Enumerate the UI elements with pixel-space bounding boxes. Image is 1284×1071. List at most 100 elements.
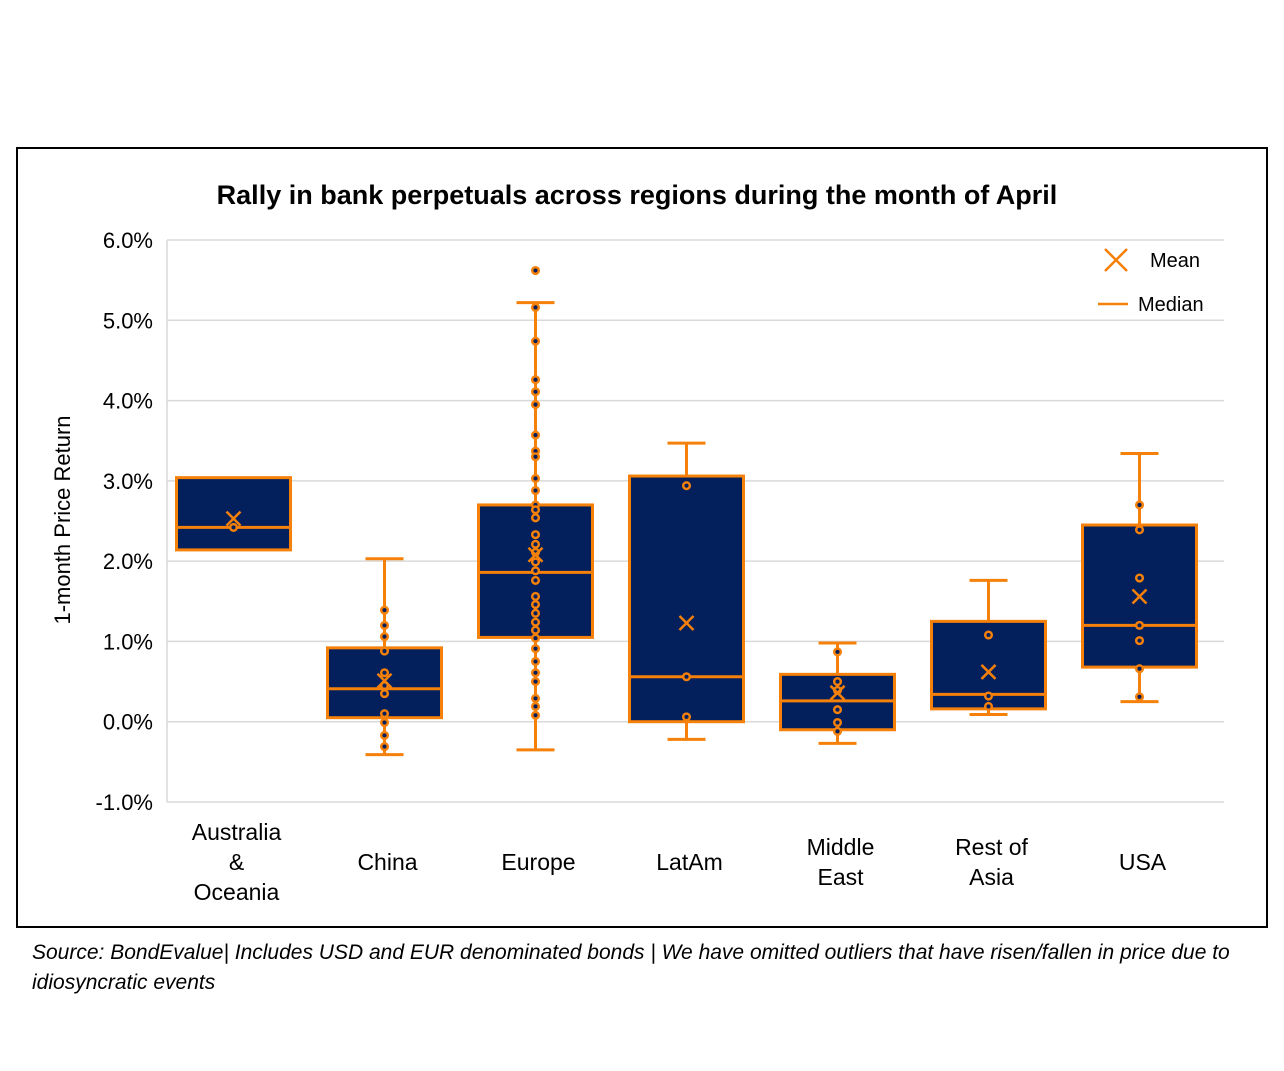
data-point	[1134, 636, 1145, 646]
y-tick-label: 1.0%	[103, 629, 153, 654]
data-point	[1134, 525, 1145, 535]
data-point	[530, 617, 541, 627]
data-point	[983, 701, 994, 712]
data-point	[530, 485, 541, 496]
x-category-label: China	[357, 849, 417, 875]
box-group: Australia & Oceania	[175, 476, 292, 905]
data-point	[530, 693, 541, 703]
data-point	[379, 689, 390, 699]
data-point	[1134, 692, 1145, 702]
data-point	[530, 566, 541, 576]
x-category-label: East	[817, 864, 864, 890]
mean-marker	[678, 615, 695, 631]
data-point	[228, 522, 239, 532]
x-category-label: Australia	[192, 819, 282, 845]
data-point	[832, 677, 843, 687]
y-tick-label: 2.0%	[103, 549, 153, 574]
box	[175, 476, 292, 552]
mean-marker	[1131, 588, 1148, 605]
data-point	[530, 400, 541, 410]
data-point	[1134, 664, 1145, 674]
y-tick-label: 4.0%	[103, 389, 153, 414]
data-point	[530, 513, 541, 523]
x-category-label: Asia	[969, 864, 1014, 890]
data-point	[379, 730, 390, 740]
mean-marker	[225, 510, 242, 527]
data-point	[379, 620, 390, 630]
data-point	[832, 717, 843, 728]
y-tick-label: -1.0%	[96, 790, 153, 815]
data-point	[530, 633, 541, 643]
x-category-label: Oceania	[194, 879, 280, 905]
data-point	[530, 452, 541, 462]
data-point	[832, 705, 843, 715]
box-group: Rest of Asia	[930, 578, 1047, 890]
data-point	[379, 709, 390, 719]
y-tick-label: 5.0%	[103, 308, 153, 333]
y-tick-label: 3.0%	[103, 469, 153, 494]
x-category-label: LatAm	[656, 849, 722, 875]
box-group: Middle East	[779, 641, 896, 890]
x-category-label: USA	[1119, 849, 1167, 875]
data-point	[530, 625, 541, 635]
data-point	[530, 530, 541, 540]
data-point	[530, 557, 541, 567]
data-point	[530, 575, 541, 585]
data-point	[530, 656, 541, 667]
data-point	[530, 473, 541, 483]
data-point	[530, 302, 541, 312]
data-point	[681, 672, 692, 682]
data-point	[983, 691, 994, 701]
data-point	[832, 647, 843, 657]
data-point	[379, 632, 390, 642]
mean-marker	[527, 546, 544, 563]
data-point	[379, 668, 390, 678]
data-point	[983, 630, 994, 640]
data-point	[530, 539, 541, 549]
source-note: Source: BondEvalue| Includes USD and EUR…	[32, 941, 1230, 994]
data-point	[530, 710, 541, 720]
data-point	[530, 591, 541, 602]
legend-mean-label: Mean	[1150, 250, 1200, 272]
x-category-label: Europe	[501, 849, 575, 875]
data-point	[530, 701, 541, 712]
data-point	[530, 644, 541, 654]
mean-marker	[376, 672, 393, 689]
x-category-label: Middle	[807, 834, 875, 860]
mean-marker	[829, 684, 846, 701]
data-point	[530, 608, 541, 618]
data-point	[1134, 620, 1145, 630]
data-point	[832, 726, 843, 736]
legend-mean-icon	[1104, 248, 1128, 272]
data-point	[1134, 573, 1145, 583]
x-category-label: &	[229, 849, 244, 875]
x-category-label: Rest of	[955, 834, 1028, 860]
y-tick-label: 0.0%	[103, 710, 153, 735]
chart-frame	[16, 147, 1268, 928]
data-point	[530, 375, 541, 385]
data-point	[530, 430, 541, 440]
box	[628, 474, 745, 724]
box-group: USA	[1081, 452, 1198, 875]
box-group: LatAm	[628, 441, 745, 875]
data-point	[379, 605, 390, 615]
box-group: China	[326, 557, 443, 875]
data-point	[379, 717, 390, 728]
data-point	[530, 336, 541, 346]
data-point	[379, 646, 390, 656]
data-point	[530, 505, 541, 515]
data-point	[530, 668, 541, 678]
box-group: Europe	[477, 265, 594, 875]
y-tick-label: 6.0%	[103, 228, 153, 253]
data-point	[681, 712, 692, 722]
data-point	[379, 742, 390, 752]
data-point	[1134, 500, 1145, 510]
data-point	[530, 265, 541, 276]
data-point	[530, 387, 541, 397]
mean-marker	[980, 664, 997, 680]
data-point	[681, 481, 692, 491]
data-point	[530, 677, 541, 687]
legend-median-label: Median	[1138, 294, 1204, 316]
y-axis-label: 1-month Price Return	[50, 415, 75, 624]
